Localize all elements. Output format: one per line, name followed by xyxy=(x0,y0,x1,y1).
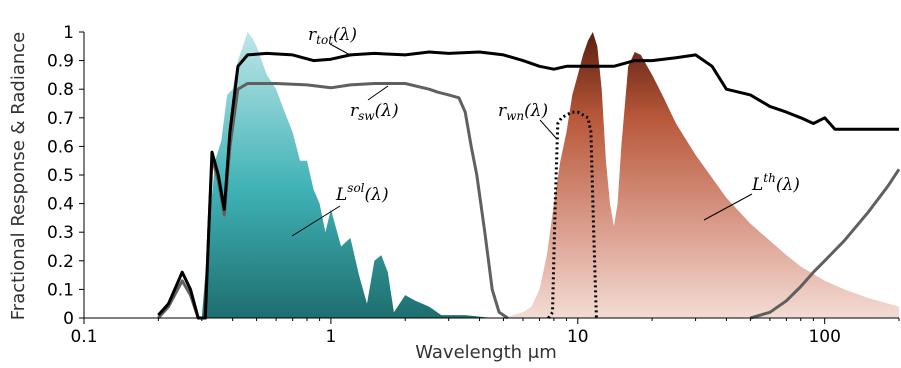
label-r-wn-tail: (λ) xyxy=(524,101,548,121)
x-tick-label: 100 xyxy=(808,327,840,347)
area-l-th xyxy=(503,32,899,318)
y-tick-label: 0.4 xyxy=(47,195,74,215)
label-l-th-main: L xyxy=(751,175,763,195)
line-r-sw-tail xyxy=(749,168,901,320)
label-r-sw: rsw(λ) xyxy=(350,85,399,123)
label-l-sol-tail: (λ) xyxy=(365,185,389,205)
y-tick-label: 0.2 xyxy=(47,252,74,272)
area-l-sol xyxy=(201,32,504,318)
label-r-tot-tail: (λ) xyxy=(333,25,357,45)
label-r-wn-sub: wn xyxy=(506,109,524,123)
line-r-wn xyxy=(547,110,598,319)
svg-text:Lth(λ): Lth(λ) xyxy=(751,171,800,195)
y-tick-label: 0.3 xyxy=(47,223,74,243)
label-l-th: Lth(λ) xyxy=(703,171,800,221)
y-axis-title: Fractional Response & Radiance xyxy=(8,32,29,321)
y-tick-label: 1 xyxy=(63,23,74,43)
y-tick-label: 0.1 xyxy=(47,280,74,300)
label-r-tot: rtot(λ) xyxy=(308,25,357,57)
radiance-areas xyxy=(201,32,899,318)
label-l-sol-main: L xyxy=(335,185,347,205)
svg-text:rwn(λ): rwn(λ) xyxy=(498,101,548,123)
x-tick-label: 10 xyxy=(567,327,589,347)
label-r-sw-sub: sw xyxy=(358,109,375,123)
svg-text:Lsol(λ): Lsol(λ) xyxy=(335,181,389,205)
label-l-sol-sup: sol xyxy=(347,181,364,195)
x-tick-label: 1 xyxy=(325,327,336,347)
y-tick-label: 0 xyxy=(63,309,74,329)
svg-text:rsw(λ): rsw(λ) xyxy=(350,101,399,123)
y-tick-label: 0.5 xyxy=(47,166,74,186)
line-r-tot xyxy=(157,50,899,320)
x-axis-title: Wavelength μm xyxy=(415,342,557,363)
label-l-th-tail: (λ) xyxy=(776,175,800,195)
y-axis-ticks: 0 0.1 0.2 0.3 0.4 0.5 0.6 0.7 0.8 0.9 1 xyxy=(47,23,84,329)
label-r-tot-sub: tot xyxy=(316,33,333,47)
label-r-tot-main: r xyxy=(308,25,317,45)
x-tick-label: 0.1 xyxy=(70,327,97,347)
label-r-wn: rwn(λ) xyxy=(498,101,557,139)
label-l-sol: Lsol(λ) xyxy=(291,181,389,237)
x-axis-ticks: 0.1 1 10 100 xyxy=(70,318,900,347)
label-r-wn-main: r xyxy=(498,101,507,121)
label-l-th-sup: th xyxy=(763,171,776,185)
y-tick-label: 0.9 xyxy=(47,52,74,72)
y-tick-label: 0.6 xyxy=(47,137,74,157)
y-tick-label: 0.7 xyxy=(47,109,74,129)
svg-text:rtot(λ): rtot(λ) xyxy=(308,25,357,47)
label-r-sw-main: r xyxy=(350,101,359,121)
label-r-sw-tail: (λ) xyxy=(375,101,399,121)
y-tick-label: 0.8 xyxy=(47,80,74,100)
